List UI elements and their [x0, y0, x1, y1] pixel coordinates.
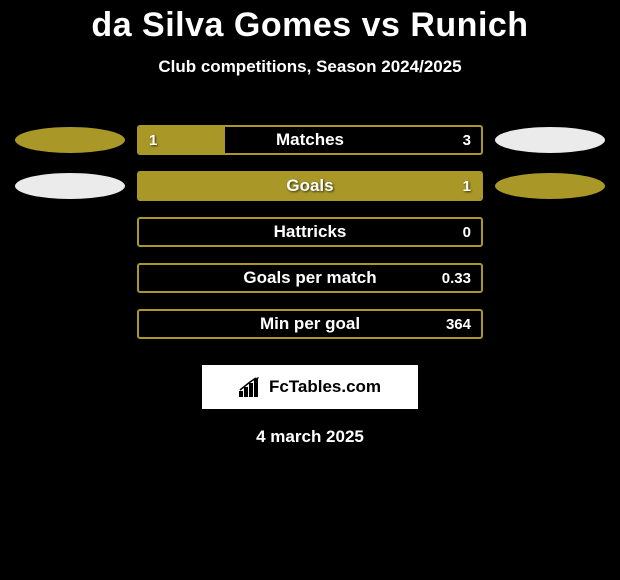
comparison-chart: 1 Matches 3 Goals 1 Hattricks 0 Goa	[0, 117, 620, 347]
player2-marker	[495, 173, 605, 199]
stat-value-right: 3	[463, 127, 471, 153]
stat-row: Goals 1	[0, 163, 620, 209]
page-subtitle: Club competitions, Season 2024/2025	[0, 57, 620, 77]
player1-marker	[15, 127, 125, 153]
date-text: 4 march 2025	[0, 427, 620, 447]
stat-label: Matches	[139, 127, 481, 153]
stat-value-right: 1	[463, 173, 471, 199]
stat-row: Hattricks 0	[0, 209, 620, 255]
stat-value-right: 0	[463, 219, 471, 245]
stat-bar: Goals 1	[137, 171, 483, 201]
stat-value-right: 0.33	[442, 265, 471, 291]
stat-label: Goals	[139, 173, 481, 199]
stat-bar: Min per goal 364	[137, 309, 483, 339]
stat-bar: Goals per match 0.33	[137, 263, 483, 293]
stat-row: 1 Matches 3	[0, 117, 620, 163]
page-title: da Silva Gomes vs Runich	[0, 0, 620, 45]
stat-label: Goals per match	[139, 265, 481, 291]
stat-row: Goals per match 0.33	[0, 255, 620, 301]
stat-value-right: 364	[446, 311, 471, 337]
stat-label: Hattricks	[139, 219, 481, 245]
stat-bar: Hattricks 0	[137, 217, 483, 247]
stat-row: Min per goal 364	[0, 301, 620, 347]
brand-text: FcTables.com	[269, 377, 381, 397]
brand-badge: FcTables.com	[202, 365, 418, 409]
stat-bar: 1 Matches 3	[137, 125, 483, 155]
player2-marker	[495, 127, 605, 153]
player1-marker	[15, 173, 125, 199]
stat-label: Min per goal	[139, 311, 481, 337]
chart-icon	[239, 377, 263, 397]
